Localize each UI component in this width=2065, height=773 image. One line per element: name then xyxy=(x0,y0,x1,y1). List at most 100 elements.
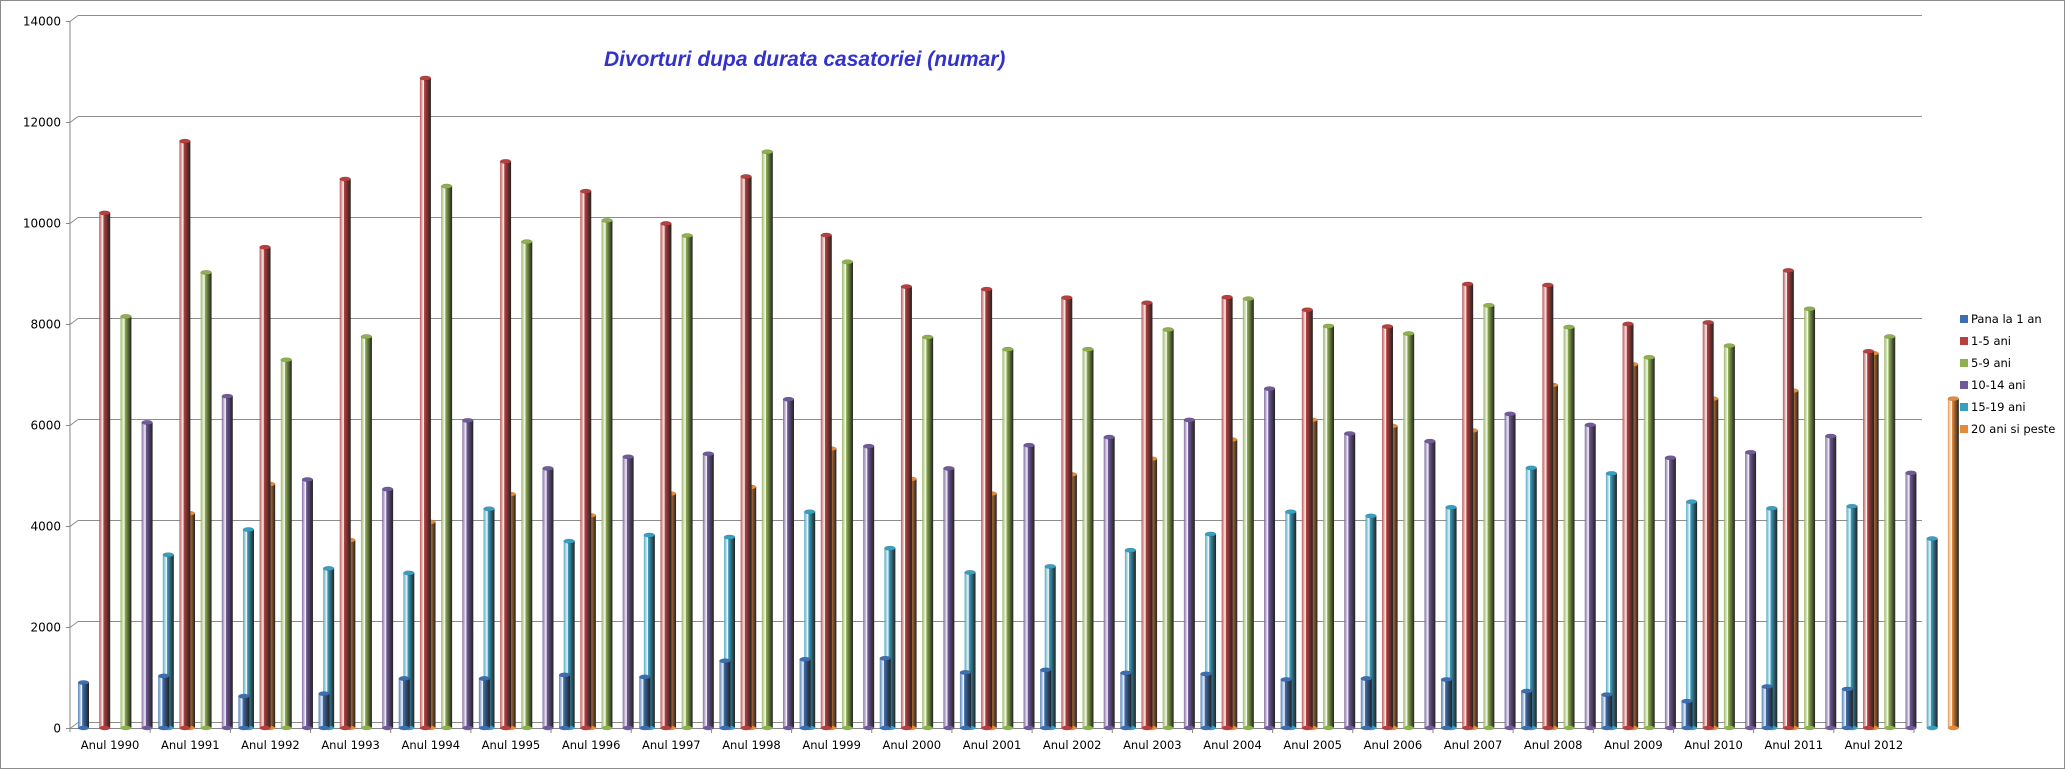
bar-cap xyxy=(1322,323,1335,329)
bar-cap xyxy=(1124,547,1137,553)
bar-base xyxy=(1521,725,1533,731)
legend-swatch xyxy=(1960,359,1968,367)
bar xyxy=(804,511,816,728)
bar-cap xyxy=(723,534,736,540)
gridline-depth xyxy=(69,217,79,224)
bar-cap xyxy=(259,244,271,250)
x-category-label: Anul 2004 xyxy=(1203,738,1262,752)
bar xyxy=(559,674,571,728)
bar-base xyxy=(1120,725,1132,731)
x-category-label: Anul 2011 xyxy=(1764,738,1823,752)
bar xyxy=(1403,333,1415,728)
bar-cap xyxy=(1242,296,1255,302)
bar-base xyxy=(301,725,313,731)
bar-base xyxy=(1280,725,1292,731)
bar-cap xyxy=(360,334,373,340)
bar xyxy=(1622,324,1634,728)
legend-swatch xyxy=(1960,337,1968,345)
bar-base xyxy=(719,725,731,731)
bar-base xyxy=(879,725,891,731)
bar-cap xyxy=(1183,417,1196,423)
bar-cap xyxy=(462,418,474,423)
x-category-label: Anul 1990 xyxy=(81,738,140,752)
bar-cap xyxy=(1284,509,1297,515)
bar-cap xyxy=(1622,321,1634,327)
bar-cap xyxy=(1120,670,1132,676)
bar-cap xyxy=(740,174,752,179)
bar xyxy=(1766,508,1778,728)
x-category-label: Anul 2005 xyxy=(1283,738,1342,752)
bar-cap xyxy=(440,183,453,189)
bar-base xyxy=(1905,725,1917,731)
bar-cap xyxy=(1761,684,1773,690)
bar-cap xyxy=(318,691,330,697)
legend-label: Pana la 1 an xyxy=(1971,312,2042,326)
bar-group xyxy=(638,221,757,731)
bar xyxy=(1120,672,1132,728)
bar xyxy=(884,548,896,728)
x-category-label: Anul 2006 xyxy=(1364,738,1423,752)
bar-base xyxy=(1040,725,1052,731)
bar-cap xyxy=(1601,692,1613,698)
bar xyxy=(1542,285,1554,728)
bar xyxy=(318,693,330,728)
x-category-label: Anul 1995 xyxy=(482,738,541,752)
y-tick-label: 2000 xyxy=(30,621,61,635)
bar-base xyxy=(580,725,592,731)
bar xyxy=(1280,679,1292,728)
bar-cap xyxy=(1520,688,1533,694)
bar xyxy=(1563,327,1575,728)
chart-title: Divorturi dupa durata casatoriei (numar) xyxy=(604,48,1005,71)
bar-base xyxy=(1183,725,1195,731)
bar-group xyxy=(1601,321,1719,731)
bar-base xyxy=(318,725,330,731)
bar-cap xyxy=(660,221,672,226)
gridline-depth xyxy=(69,116,79,123)
bar-base xyxy=(761,725,773,731)
bar-cap xyxy=(141,420,153,425)
bar-base xyxy=(478,725,490,731)
bar xyxy=(1643,357,1655,728)
x-category-label: Anul 2000 xyxy=(883,738,942,752)
bar-base xyxy=(1702,725,1714,731)
x-axis-labels: Anul 1990 Anul 1991 Anul 1992 Anul 1993 Anul… xyxy=(81,728,1915,752)
bar xyxy=(323,568,335,728)
bar-base xyxy=(1601,725,1613,731)
bar-base xyxy=(141,725,153,731)
bar-cap xyxy=(803,509,816,515)
x-category-label: Anul 1998 xyxy=(722,738,781,752)
y-tick-label: 12000 xyxy=(23,116,61,130)
bar-base xyxy=(1200,725,1212,731)
bar-base xyxy=(259,725,271,731)
bar-base xyxy=(179,725,191,731)
bar-cap xyxy=(1525,465,1538,471)
bar-cap xyxy=(921,334,934,340)
bar-base xyxy=(1884,725,1896,731)
bar-base xyxy=(820,725,832,731)
bar xyxy=(879,658,891,728)
bar xyxy=(301,479,313,728)
bar xyxy=(1804,308,1816,728)
bar-cap xyxy=(1023,442,1035,448)
bar-base xyxy=(1344,725,1356,731)
bar xyxy=(1162,329,1174,728)
gridline-depth xyxy=(69,318,79,325)
bar-cap xyxy=(403,570,415,576)
bar xyxy=(1483,305,1495,728)
bar-group xyxy=(1120,300,1238,731)
x-category-label: Anul 1994 xyxy=(402,738,461,752)
bar xyxy=(1584,425,1596,728)
bar xyxy=(922,337,934,728)
bar-cap xyxy=(799,656,811,662)
bar-group xyxy=(478,158,597,731)
bar-cap xyxy=(1825,433,1837,439)
bar xyxy=(120,316,132,728)
bar xyxy=(179,141,191,728)
bar-cap xyxy=(601,218,613,223)
bar-cap xyxy=(120,313,132,319)
bar xyxy=(1044,566,1056,728)
bar-cap xyxy=(1002,346,1014,352)
bar-cap xyxy=(483,506,495,512)
bar xyxy=(200,272,212,728)
